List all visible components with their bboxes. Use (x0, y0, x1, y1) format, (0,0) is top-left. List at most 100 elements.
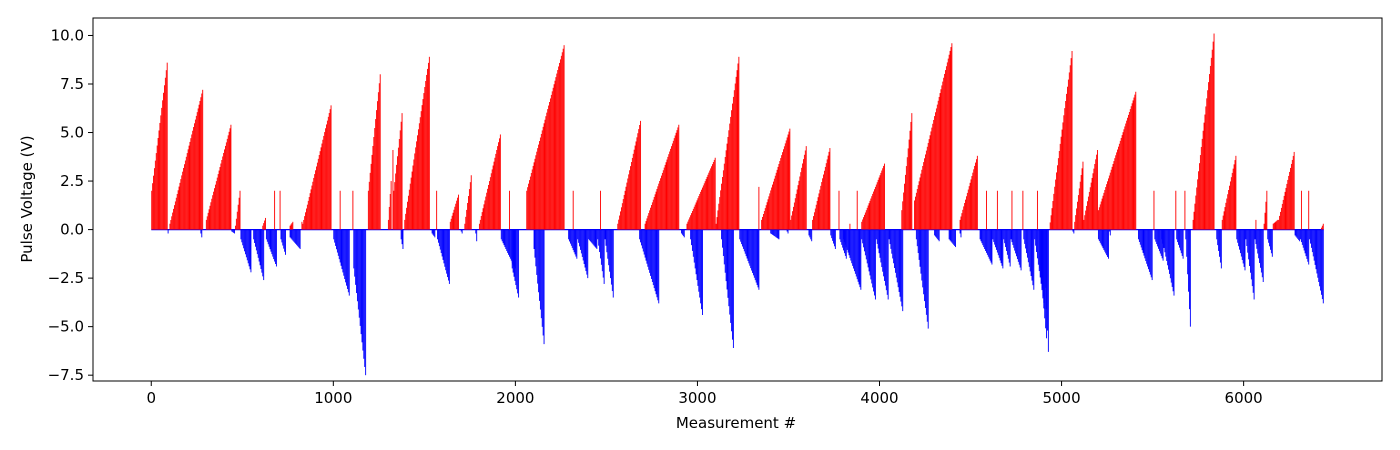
voltage-bar (229, 128, 231, 230)
voltage-bar (186, 153, 188, 230)
voltage-bar (853, 229, 855, 269)
voltage-bar (777, 229, 779, 239)
voltage-bar (528, 183, 530, 230)
voltage-bar (227, 135, 229, 230)
voltage-bar (205, 219, 207, 230)
voltage-bar (630, 166, 631, 230)
voltage-bar (723, 229, 725, 265)
voltage-bar (698, 229, 700, 292)
voltage-bar (538, 229, 540, 293)
voltage-bar (1196, 187, 1198, 230)
y-axis-label: Pulse Voltage (V) (18, 135, 36, 262)
voltage-bar (1029, 229, 1031, 272)
voltage-bar (269, 229, 271, 250)
voltage-bar (1157, 229, 1159, 247)
voltage-bar (1197, 179, 1199, 230)
voltage-bar (1300, 190, 1302, 230)
voltage-bar (581, 229, 583, 257)
voltage-bar (777, 166, 779, 230)
voltage-bar (1036, 190, 1038, 230)
voltage-bar (694, 204, 696, 230)
voltage-bar (883, 229, 885, 277)
voltage-bar (650, 229, 652, 276)
voltage-bar (729, 229, 731, 315)
voltage-bar (304, 216, 306, 230)
voltage-bar (1287, 179, 1289, 230)
voltage-bar (599, 229, 601, 253)
voltage-bar (724, 156, 726, 230)
voltage-bar (634, 145, 636, 230)
voltage-bar (610, 229, 611, 279)
voltage-bar (1064, 108, 1066, 230)
voltage-bar (1039, 229, 1041, 269)
voltage-bar (1150, 229, 1152, 278)
voltage-bar (702, 187, 703, 230)
voltage-bar (630, 162, 632, 230)
voltage-bar (336, 229, 338, 253)
voltage-bar (222, 156, 224, 230)
voltage-bar (1101, 229, 1103, 247)
voltage-bar (1103, 192, 1105, 230)
voltage-bar (563, 45, 565, 230)
voltage-bar (1233, 164, 1235, 230)
voltage-bar (1050, 215, 1052, 230)
voltage-bar (273, 229, 275, 260)
voltage-bar (1005, 229, 1007, 248)
voltage-bar (1002, 229, 1004, 269)
voltage-bar (1114, 158, 1116, 230)
voltage-bar (1179, 229, 1180, 248)
voltage-bar (450, 218, 452, 230)
voltage-bar (882, 168, 884, 230)
voltage-bar (561, 52, 563, 230)
voltage-bar (945, 70, 946, 230)
voltage-bar (1141, 229, 1143, 251)
voltage-bar (339, 190, 341, 230)
voltage-bar (823, 170, 825, 230)
voltage-bar (427, 68, 428, 230)
y-tick-label: 7.5 (60, 75, 84, 93)
voltage-bar (1279, 215, 1281, 230)
voltage-bar (542, 229, 544, 336)
voltage-bar (732, 229, 734, 348)
voltage-bar (1007, 229, 1009, 259)
voltage-bar (922, 229, 924, 288)
voltage-bar (160, 115, 162, 230)
voltage-bar (1242, 229, 1244, 264)
voltage-bar (1249, 229, 1250, 267)
voltage-bar (1179, 229, 1181, 251)
voltage-bar (1085, 210, 1087, 230)
voltage-bar (1065, 101, 1067, 230)
voltage-bar (728, 229, 730, 307)
voltage-bar (582, 229, 584, 261)
voltage-bar (1144, 229, 1146, 259)
voltage-bar (666, 159, 668, 230)
voltage-bar (1096, 154, 1098, 230)
voltage-bar (1075, 215, 1077, 230)
voltage-bar (947, 58, 949, 230)
voltage-bar (772, 184, 773, 230)
voltage-bar (295, 229, 296, 244)
voltage-bar (1105, 229, 1107, 254)
voltage-bar (593, 229, 595, 246)
voltage-bar (1269, 229, 1271, 247)
voltage-bar (507, 229, 509, 253)
voltage-bar (184, 160, 186, 230)
voltage-bar (915, 192, 917, 230)
voltage-bar (743, 229, 745, 252)
voltage-bar (1189, 229, 1191, 327)
voltage-bar (801, 167, 803, 230)
voltage-bar (338, 229, 340, 260)
voltage-bar (377, 101, 378, 230)
voltage-bar (1143, 229, 1145, 256)
voltage-bar (1239, 229, 1241, 254)
voltage-bar (732, 103, 733, 230)
voltage-bar (1073, 229, 1075, 234)
voltage-bar (730, 116, 732, 230)
voltage-bar (1273, 222, 1275, 230)
voltage-bar (1036, 229, 1037, 252)
voltage-bar (697, 198, 699, 230)
voltage-bar (1139, 229, 1141, 245)
voltage-bar (632, 153, 634, 230)
voltage-bar (815, 204, 817, 230)
voltage-bar (322, 139, 324, 230)
